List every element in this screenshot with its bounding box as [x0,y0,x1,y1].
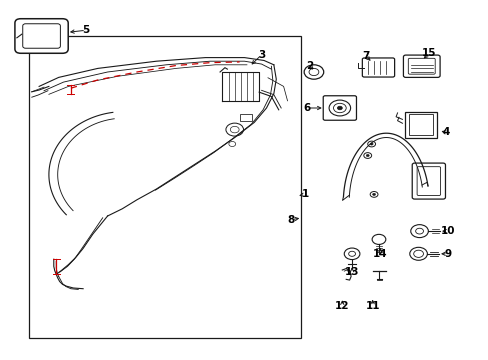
Text: 4: 4 [441,127,449,138]
Text: 12: 12 [334,301,349,311]
Text: 9: 9 [444,249,450,259]
Text: 7: 7 [361,51,369,61]
FancyBboxPatch shape [15,19,68,53]
Text: 13: 13 [344,267,359,277]
Circle shape [372,193,375,195]
Text: 14: 14 [372,249,387,259]
Bar [408,114,432,135]
Text: 15: 15 [421,48,436,58]
FancyBboxPatch shape [362,58,394,77]
Bar [29,36,300,338]
FancyBboxPatch shape [411,163,445,199]
Text: 10: 10 [440,226,454,236]
FancyBboxPatch shape [23,24,61,48]
Text: 3: 3 [258,50,264,60]
Text: 1: 1 [301,189,308,199]
FancyBboxPatch shape [323,96,356,120]
Text: 2: 2 [306,60,313,71]
FancyBboxPatch shape [407,58,434,74]
Circle shape [369,143,372,145]
FancyBboxPatch shape [403,55,439,77]
Text: 6: 6 [303,103,310,113]
Text: 11: 11 [365,301,379,311]
FancyBboxPatch shape [416,167,440,195]
Text: 5: 5 [82,25,89,35]
Circle shape [366,154,368,157]
Text: 8: 8 [287,215,294,225]
Bar [404,112,436,138]
Bar [239,114,251,121]
Circle shape [337,106,342,110]
